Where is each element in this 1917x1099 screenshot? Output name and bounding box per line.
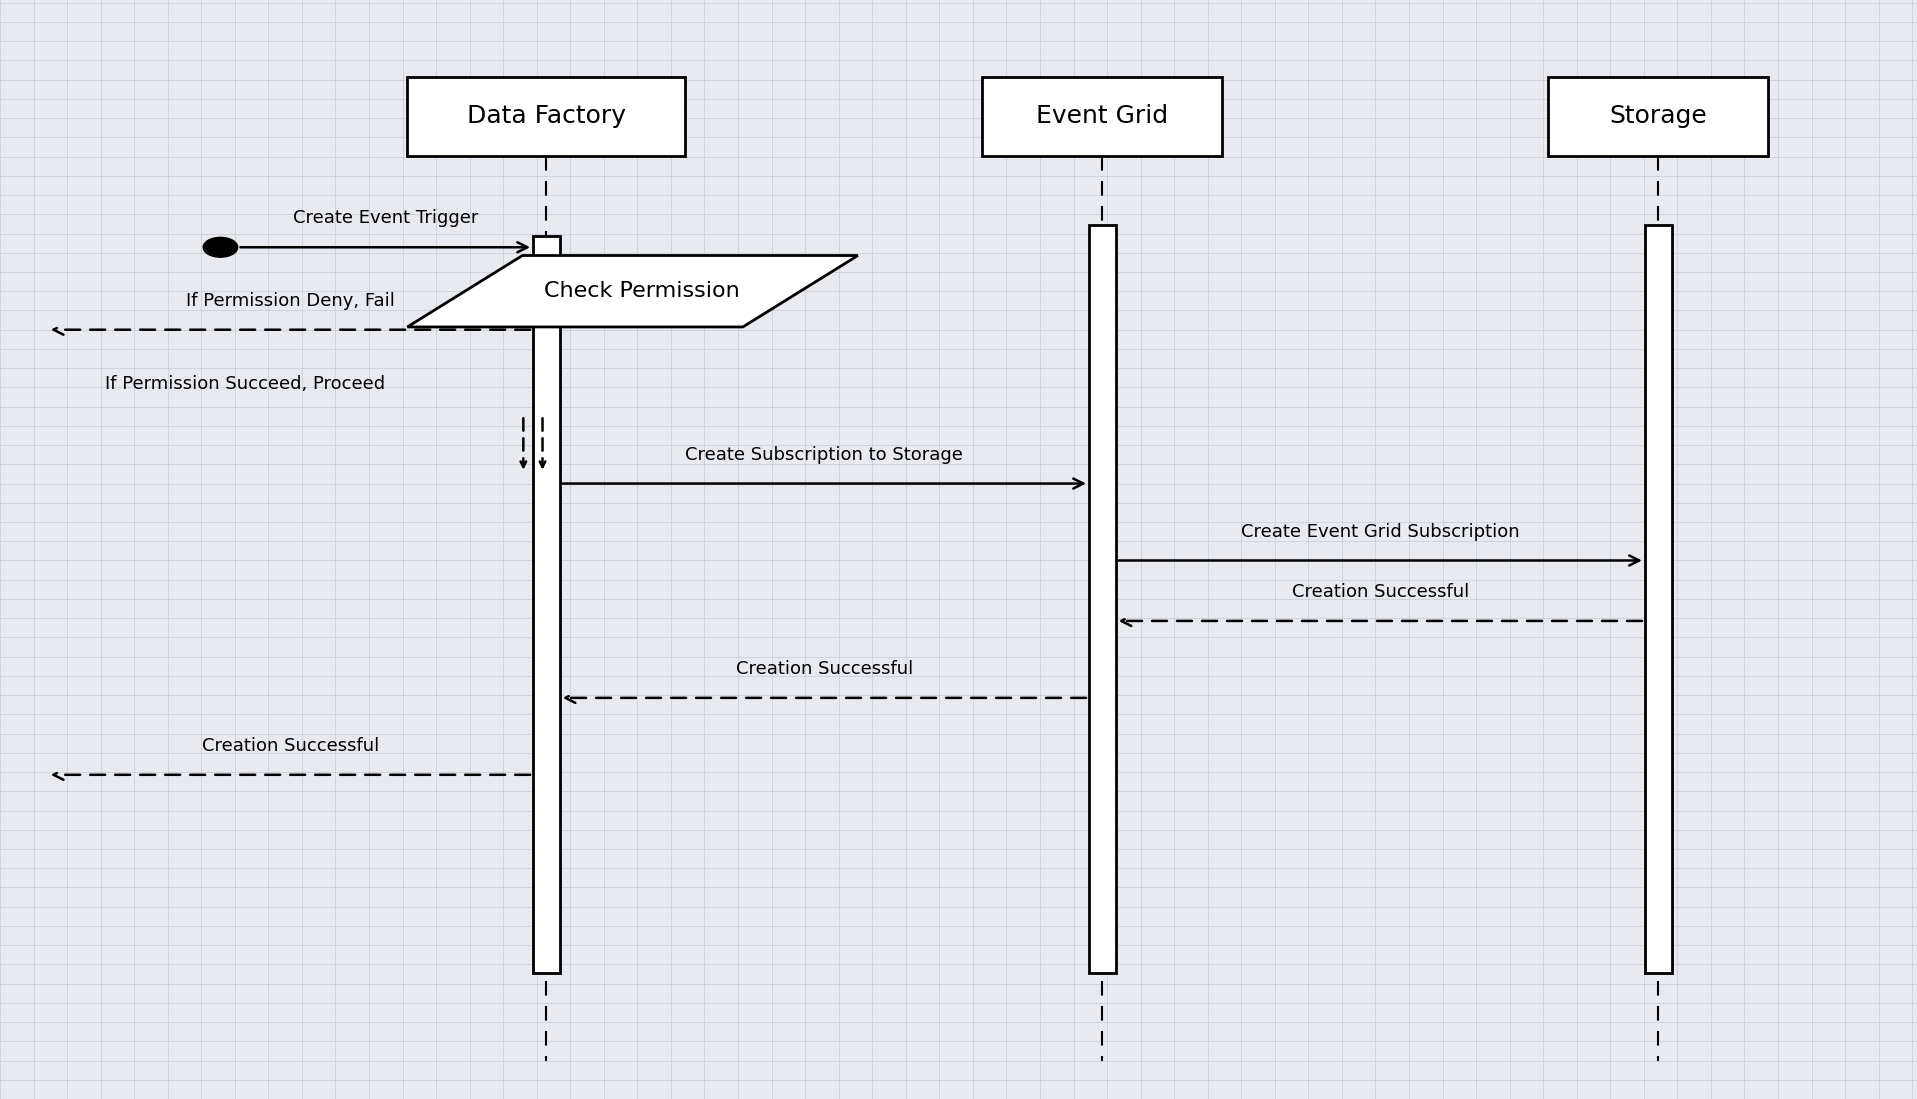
Text: Data Factory: Data Factory (468, 104, 625, 129)
Bar (1645, 225, 1672, 973)
Bar (533, 236, 560, 973)
Polygon shape (408, 256, 859, 328)
Text: Create Subscription to Storage: Create Subscription to Storage (686, 446, 962, 464)
Text: Create Event Trigger: Create Event Trigger (293, 210, 477, 227)
Text: Creation Successful: Creation Successful (736, 660, 912, 678)
Text: Creation Successful: Creation Successful (201, 737, 380, 755)
Bar (1549, 77, 1767, 156)
Text: If Permission Deny, Fail: If Permission Deny, Fail (186, 292, 395, 310)
Text: Storage: Storage (1610, 104, 1706, 129)
Text: Check Permission: Check Permission (544, 281, 740, 301)
Text: Creation Successful: Creation Successful (1292, 584, 1468, 601)
Text: Event Grid: Event Grid (1037, 104, 1167, 129)
Circle shape (203, 237, 238, 257)
Text: If Permission Succeed, Proceed: If Permission Succeed, Proceed (105, 376, 385, 393)
Bar (406, 77, 686, 156)
Text: Create Event Grid Subscription: Create Event Grid Subscription (1240, 523, 1520, 541)
Bar (1089, 225, 1116, 973)
Bar (982, 77, 1223, 156)
